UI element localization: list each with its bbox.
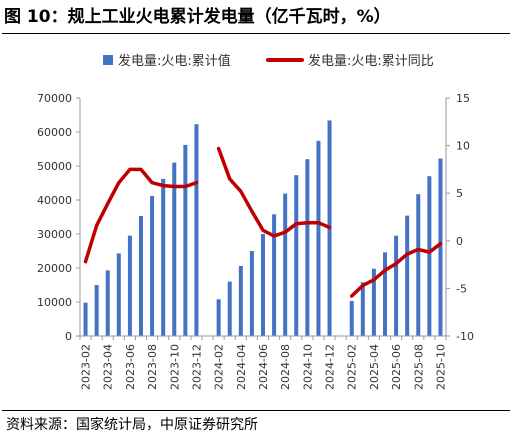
bar	[294, 175, 299, 336]
x-axis: 2023-02 2023-04 2023-06 2023-08 2023-10 2023-…	[79, 335, 447, 390]
title-rule	[2, 33, 510, 34]
bar	[438, 158, 443, 336]
right-tick-label: 0	[456, 235, 463, 248]
bar	[249, 251, 254, 336]
bar	[416, 194, 421, 336]
bar	[216, 299, 221, 336]
left-tick-label: 20000	[37, 262, 72, 275]
bar	[161, 178, 166, 336]
x-tick-label: 2023-10	[168, 344, 181, 390]
bar	[371, 268, 376, 336]
bar	[238, 265, 243, 336]
bar	[383, 252, 387, 336]
bar	[316, 140, 321, 336]
source-rule	[2, 410, 510, 411]
bar	[261, 234, 265, 336]
x-tick-label: 2023-04	[102, 344, 115, 390]
bar	[83, 302, 88, 336]
bar	[283, 193, 288, 336]
right-tick-label: -10	[456, 330, 474, 343]
left-tick-label: 10000	[37, 296, 72, 309]
x-tick-label: 2023-08	[146, 344, 159, 390]
x-tick-label: 2024-06	[257, 344, 270, 390]
x-tick-label: 2025-06	[390, 344, 403, 390]
bar	[227, 281, 232, 336]
x-tick-label: 2025-02	[346, 344, 359, 390]
figure-title: 图 10：规上工业火电累计发电量（亿千瓦时，%）	[4, 7, 391, 27]
bar	[183, 144, 188, 336]
right-tick-label: 15	[456, 92, 470, 105]
right-axis: -10 -5 0 5 10 15	[445, 92, 474, 343]
x-tick-label: 2025-10	[434, 344, 447, 390]
bar	[139, 215, 143, 336]
legend: 发电量:火电:累计值 发电量:火电:累计同比	[103, 53, 434, 69]
bar	[272, 214, 277, 336]
x-tick-label: 2025-08	[412, 344, 425, 390]
bar	[349, 300, 354, 336]
bar	[405, 215, 410, 336]
x-tick-label: 2023-12	[190, 344, 203, 390]
bar	[305, 159, 310, 336]
x-tick-label: 2024-08	[279, 344, 292, 390]
bar	[116, 253, 121, 336]
bar	[127, 235, 132, 336]
chart: 发电量:火电:累计值 发电量:火电:累计同比 0 10000 20000 30000 4…	[37, 53, 474, 390]
source-note: 资料来源：国家统计局，中原证券研究所	[6, 417, 258, 433]
x-tick-label: 2023-06	[124, 344, 137, 390]
bar	[360, 282, 365, 336]
legend-bar-swatch	[103, 55, 113, 65]
left-tick-label: 50000	[37, 160, 72, 173]
x-tick-label: 2025-04	[368, 344, 381, 390]
right-tick-label: 5	[456, 187, 463, 200]
left-tick-label: 40000	[37, 194, 72, 207]
bar	[94, 285, 99, 336]
legend-line-label: 发电量:火电:累计同比	[308, 53, 434, 69]
bar	[172, 162, 177, 336]
line-series	[83, 146, 443, 298]
bar	[105, 270, 110, 336]
left-tick-label: 30000	[37, 228, 72, 241]
line-segment	[83, 167, 199, 264]
left-tick-label: 70000	[37, 92, 72, 105]
line-segment	[349, 241, 443, 298]
left-tick-label: 60000	[37, 126, 72, 139]
right-tick-label: 10	[456, 140, 470, 153]
bar	[150, 195, 155, 336]
left-tick-label: 0	[65, 330, 72, 343]
bar	[427, 176, 432, 336]
x-tick-label: 2024-12	[324, 344, 337, 390]
bar	[394, 235, 399, 336]
line-segment	[216, 146, 332, 238]
x-tick-label: 2023-02	[80, 344, 93, 390]
x-tick-label: 2024-02	[213, 344, 226, 390]
bar	[194, 124, 199, 337]
x-tick-label: 2024-04	[235, 344, 248, 390]
x-tick-label: 2024-10	[301, 344, 314, 390]
legend-bar-label: 发电量:火电:累计值	[118, 53, 231, 69]
right-tick-label: -5	[456, 282, 467, 295]
left-axis: 0 10000 20000 30000 40000 50000 60000 70000	[37, 92, 81, 343]
